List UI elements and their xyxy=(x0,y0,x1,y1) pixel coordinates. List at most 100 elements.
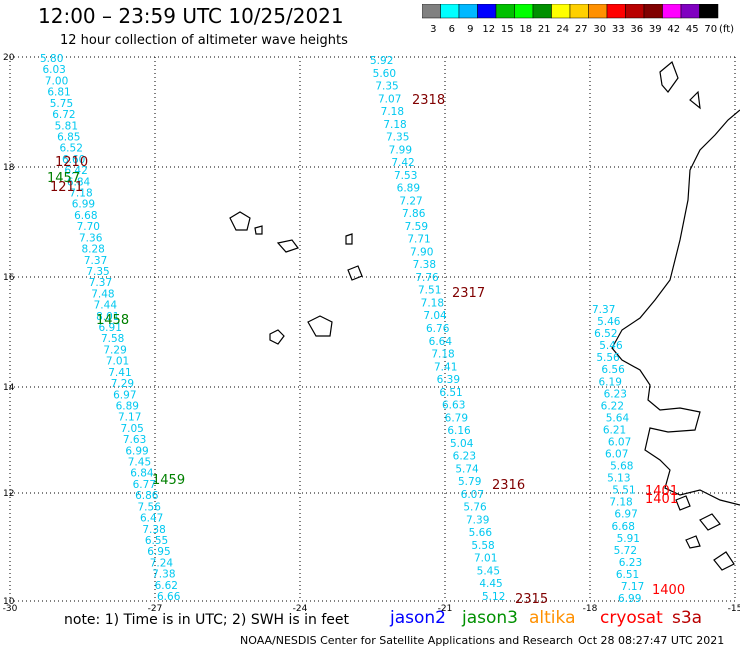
wave-height-value: 5.80 xyxy=(40,53,63,65)
color-scale-legend: 3 6 9 12 15 18 21 24 27 30 33 36 39 42 45 70 (ft) xyxy=(422,4,734,35)
wave-height-value: 5.04 xyxy=(450,438,474,450)
wave-height-value: 6.89 xyxy=(397,183,420,195)
wave-height-value: 7.05 xyxy=(120,423,143,435)
wave-height-value: 5.56 xyxy=(596,352,620,364)
wave-height-value: 5.60 xyxy=(373,68,396,80)
wave-height-value: 5.64 xyxy=(606,412,630,424)
wave-height-value: 6.51 xyxy=(439,387,462,399)
wave-height-value: 6.39 xyxy=(437,374,460,386)
y-tick-label: 16 xyxy=(3,273,15,283)
wave-height-value: 6.23 xyxy=(453,451,476,463)
wave-height-value: 6.99 xyxy=(72,199,95,211)
wave-height-value: 7.44 xyxy=(94,300,118,312)
wave-height-value: 6.68 xyxy=(74,210,97,222)
footer-note: note: 1) Time is in UTC; 2) SWH is in fe… xyxy=(64,612,350,628)
wave-height-value: 6.51 xyxy=(616,569,639,581)
wave-height-value: 7.01 xyxy=(474,553,497,565)
wave-height-value: 7.18 xyxy=(609,497,632,509)
wave-height-value: 7.41 xyxy=(108,367,131,379)
wave-height-value: 7.53 xyxy=(394,170,417,182)
wave-height-value: 6.84 xyxy=(130,468,154,480)
x-tick-label: -15 xyxy=(728,604,740,614)
wave-height-value: 5.92 xyxy=(370,55,393,67)
x-tick-label: -18 xyxy=(583,604,598,614)
pass-time-label: 1401 xyxy=(645,484,678,499)
scale-level-label: 6 xyxy=(449,24,455,35)
wave-height-value: 7.00 xyxy=(45,75,68,87)
wave-height-value: 7.18 xyxy=(383,119,406,131)
scale-swatch xyxy=(699,4,719,19)
wave-height-value: 7.17 xyxy=(621,581,644,593)
y-tick-label: 12 xyxy=(3,489,14,499)
island-outline xyxy=(307,315,333,337)
wave-height-value: 6.79 xyxy=(445,412,468,424)
y-tick-label: 14 xyxy=(3,383,15,393)
wave-height-value: 7.04 xyxy=(423,310,447,322)
wave-height-value: 7.86 xyxy=(402,208,426,220)
wave-height-value: 5.68 xyxy=(610,461,633,473)
wave-height-value: 5.46 xyxy=(597,316,621,328)
footer-timestamp: Oct 28 08:27:47 UTC 2021 xyxy=(578,634,725,647)
island-outline xyxy=(347,265,363,281)
wave-height-value: 7.18 xyxy=(69,188,92,200)
wave-height-value: 6.56 xyxy=(601,364,625,376)
wave-height-value: 8.28 xyxy=(81,244,104,256)
wave-height-value: 5.74 xyxy=(455,463,479,475)
wave-height-value: 7.48 xyxy=(91,288,114,300)
island-outline xyxy=(675,495,691,511)
scale-level-label: 21 xyxy=(538,24,551,35)
wave-height-value: 7.38 xyxy=(413,259,436,271)
wave-height-value: 5.72 xyxy=(614,545,637,557)
wave-height-value: 7.51 xyxy=(418,285,441,297)
wave-height-value: 7.99 xyxy=(389,144,412,156)
scale-level-label: 42 xyxy=(667,24,680,35)
scale-unit-label: (ft) xyxy=(719,24,734,35)
scale-level-label: 70 xyxy=(704,24,717,35)
wave-height-value: 6.64 xyxy=(429,336,453,348)
y-tick-label: 20 xyxy=(3,53,15,63)
wave-height-value: 6.60 xyxy=(62,154,85,166)
wave-height-value: 6.68 xyxy=(612,521,635,533)
island-outline xyxy=(685,535,701,549)
wave-height-value: 5.75 xyxy=(50,98,73,110)
wave-height-value: 7.18 xyxy=(381,106,404,118)
y-tick-label: 18 xyxy=(3,163,15,173)
satellite-jason3: jason3 xyxy=(462,608,518,628)
wave-height-value: 6.21 xyxy=(603,424,626,436)
pass-time-label: 1400 xyxy=(652,583,685,598)
wave-height-value: 7.38 xyxy=(152,569,175,581)
scale-level-label: 15 xyxy=(501,24,514,35)
scale-level-label: 33 xyxy=(612,24,625,35)
y-tick-label: 10 xyxy=(3,597,15,607)
scale-level-label: 24 xyxy=(556,24,569,35)
wave-height-value: 7.17 xyxy=(118,412,141,424)
wave-height-value: 6.16 xyxy=(447,425,471,437)
wave-height-value: 5.81 xyxy=(55,120,78,132)
wave-height-value: 5.91 xyxy=(617,533,640,545)
wave-height-value: 7.36 xyxy=(79,232,103,244)
wave-height-value: 6.23 xyxy=(619,557,642,569)
wave-height-value: 7.58 xyxy=(101,333,124,345)
map-grid xyxy=(9,56,736,602)
wave-height-value: 6.19 xyxy=(599,376,622,388)
wave-height-value: 7.37 xyxy=(89,277,112,289)
satellite-jason2: jason2 xyxy=(390,608,446,628)
x-tick-label: -27 xyxy=(148,604,163,614)
pass-time-label: 2318 xyxy=(412,93,445,108)
wave-height-value: 6.81 xyxy=(47,87,70,99)
wave-height-value: 7.37 xyxy=(592,304,615,316)
pass-time-label: 1457 xyxy=(47,171,80,186)
wave-height-value: 6.85 xyxy=(57,131,80,143)
pass-time-label: 2316 xyxy=(492,478,525,493)
wave-height-value: 6.63 xyxy=(442,400,465,412)
wave-height-value: 7.35 xyxy=(86,266,109,278)
wave-height-value: 6.62 xyxy=(155,580,178,592)
wave-height-value: 6.99 xyxy=(125,445,148,457)
wave-height-value: 7.35 xyxy=(375,81,398,93)
wave-height-value: 5.45 xyxy=(477,565,500,577)
wave-height-value: 7.59 xyxy=(405,221,428,233)
land-masses xyxy=(229,60,740,571)
wave-height-value: 6.66 xyxy=(157,591,181,603)
